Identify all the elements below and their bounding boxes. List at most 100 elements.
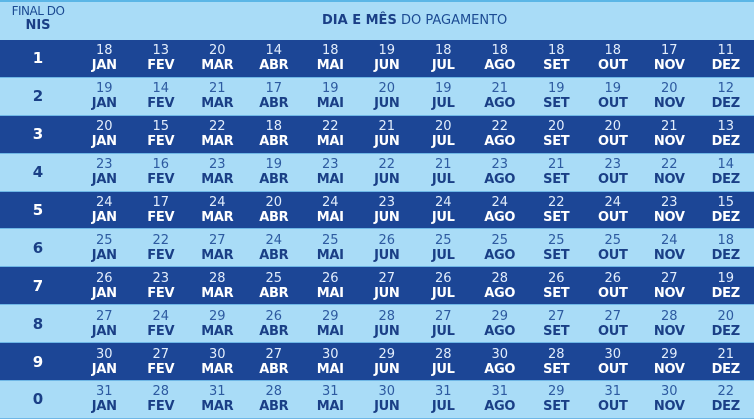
payment-day: 13 xyxy=(152,43,169,58)
payment-month: MAR xyxy=(201,286,233,301)
payment-month: ABR xyxy=(259,362,288,377)
payment-day: 28 xyxy=(491,271,508,286)
payment-month: OUT xyxy=(598,399,628,414)
payment-month: DEZ xyxy=(712,362,740,377)
payment-month: SET xyxy=(543,96,569,111)
payment-month: MAR xyxy=(201,210,233,225)
payment-month: FEV xyxy=(147,248,174,263)
payment-day: 24 xyxy=(435,195,452,210)
payment-month: JUL xyxy=(432,210,455,225)
payment-month: JAN xyxy=(92,324,117,339)
payment-month: FEV xyxy=(147,362,174,377)
payment-month: JUN xyxy=(374,286,399,301)
payment-month: FEV xyxy=(147,210,174,225)
payment-month: MAR xyxy=(201,58,233,73)
payment-month: MAR xyxy=(201,172,233,187)
payment-month: DEZ xyxy=(712,286,740,301)
payment-month: NOV xyxy=(654,362,685,377)
payment-month: JUL xyxy=(432,248,455,263)
nis-header-line2: NIS xyxy=(0,19,76,33)
payment-month: JAN xyxy=(92,248,117,263)
payment-month: JUL xyxy=(432,362,455,377)
payment-month: NOV xyxy=(654,172,685,187)
payment-day: 19 xyxy=(435,81,452,96)
table-header: FINAL DO NIS DIA E MÊS DO PAGAMENTO xyxy=(0,2,754,40)
payment-month: AGO xyxy=(484,134,515,149)
payment-day: 22 xyxy=(491,119,508,134)
payment-day: 25 xyxy=(435,233,452,248)
payment-day: 27 xyxy=(378,271,395,286)
payment-day: 17 xyxy=(152,195,169,210)
payment-day: 24 xyxy=(152,309,169,324)
payment-day: 27 xyxy=(661,271,678,286)
payment-day: 16 xyxy=(152,157,169,172)
payment-day: 19 xyxy=(717,271,734,286)
nis-digit: 2 xyxy=(0,78,76,115)
payment-month: AGO xyxy=(484,286,515,301)
payment-month: JUL xyxy=(432,172,455,187)
payment-month: DEZ xyxy=(712,210,740,225)
payment-day: 26 xyxy=(604,271,621,286)
payment-month: NOV xyxy=(654,286,685,301)
payment-month: NOV xyxy=(654,210,685,225)
nis-digit: 0 xyxy=(0,381,76,418)
payment-day: 13 xyxy=(717,119,734,134)
payment-month: ABR xyxy=(259,96,288,111)
payment-month: JAN xyxy=(92,58,117,73)
payment-day: 21 xyxy=(548,157,565,172)
payment-month: FEV xyxy=(147,399,174,414)
nis-digit: 5 xyxy=(0,192,76,229)
payment-day: 19 xyxy=(604,81,621,96)
payment-month: MAR xyxy=(201,362,233,377)
payment-day: 14 xyxy=(717,157,734,172)
payment-day: 31 xyxy=(604,384,621,399)
payment-day: 20 xyxy=(265,195,282,210)
payment-month: AGO xyxy=(484,362,515,377)
payment-month: ABR xyxy=(259,58,288,73)
nis-digit: 9 xyxy=(0,343,76,380)
payment-month: JAN xyxy=(92,134,117,149)
payment-day: 25 xyxy=(322,233,339,248)
payment-day: 26 xyxy=(548,271,565,286)
payment-month: JUN xyxy=(374,58,399,73)
payment-day: 20 xyxy=(548,119,565,134)
payment-month: MAR xyxy=(201,96,233,111)
payment-day: 20 xyxy=(378,81,395,96)
payment-month: JUN xyxy=(374,362,399,377)
payment-day: 23 xyxy=(209,157,226,172)
